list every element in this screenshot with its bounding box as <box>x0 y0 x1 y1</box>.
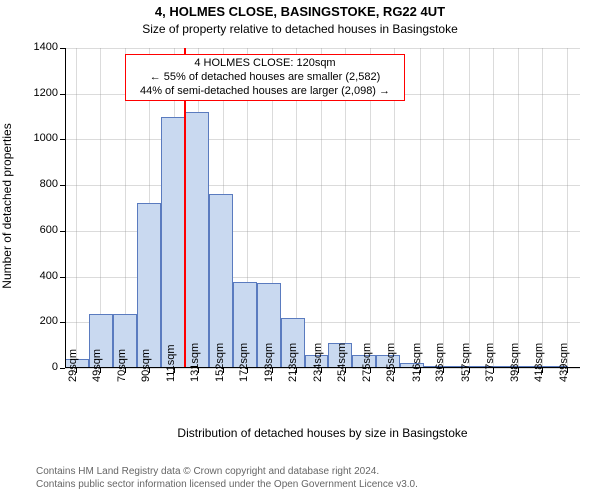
y-tick <box>60 48 65 49</box>
gridline <box>567 48 568 368</box>
gridline <box>65 48 580 49</box>
gridline <box>518 48 519 368</box>
histogram-bar <box>185 112 209 368</box>
annotation-line: ← 55% of detached houses are smaller (2,… <box>132 71 398 85</box>
histogram-bar <box>137 203 161 368</box>
y-tick <box>60 231 65 232</box>
chart-address-title: 4, HOLMES CLOSE, BASINGSTOKE, RG22 4UT <box>0 4 600 19</box>
y-tick-label: 1000 <box>23 132 58 144</box>
x-axis-label: Distribution of detached houses by size … <box>65 426 580 440</box>
gridline <box>65 185 580 186</box>
gridline <box>469 48 470 368</box>
y-tick-label: 1200 <box>23 87 58 99</box>
y-tick <box>60 277 65 278</box>
gridline <box>65 139 580 140</box>
histogram-bar <box>161 117 185 368</box>
annotation-box: 4 HOLMES CLOSE: 120sqm← 55% of detached … <box>125 54 405 101</box>
y-tick <box>60 94 65 95</box>
histogram-bar <box>209 194 233 368</box>
footer-attribution: Contains HM Land Registry data © Crown c… <box>36 465 418 491</box>
y-axis-label: Number of detached properties <box>0 106 14 306</box>
y-tick-label: 800 <box>23 178 58 190</box>
y-tick-label: 600 <box>23 224 58 236</box>
y-tick <box>60 322 65 323</box>
footer-line-2: Contains public sector information licen… <box>36 478 418 491</box>
chart-container: 4, HOLMES CLOSE, BASINGSTOKE, RG22 4UT S… <box>0 0 600 500</box>
annotation-line: 44% of semi-detached houses are larger (… <box>132 85 398 99</box>
axis-line <box>65 48 66 368</box>
y-tick-label: 200 <box>23 315 58 327</box>
gridline <box>420 48 421 368</box>
gridline <box>493 48 494 368</box>
y-tick-label: 0 <box>23 361 58 373</box>
y-tick <box>60 368 65 369</box>
gridline <box>443 48 444 368</box>
gridline <box>542 48 543 368</box>
y-tick <box>60 139 65 140</box>
y-tick-label: 1400 <box>23 41 58 53</box>
chart-subtitle: Size of property relative to detached ho… <box>0 22 600 36</box>
y-tick-label: 400 <box>23 270 58 282</box>
annotation-line: 4 HOLMES CLOSE: 120sqm <box>132 57 398 71</box>
gridline <box>76 48 77 368</box>
footer-line-1: Contains HM Land Registry data © Crown c… <box>36 465 418 478</box>
y-tick <box>60 185 65 186</box>
